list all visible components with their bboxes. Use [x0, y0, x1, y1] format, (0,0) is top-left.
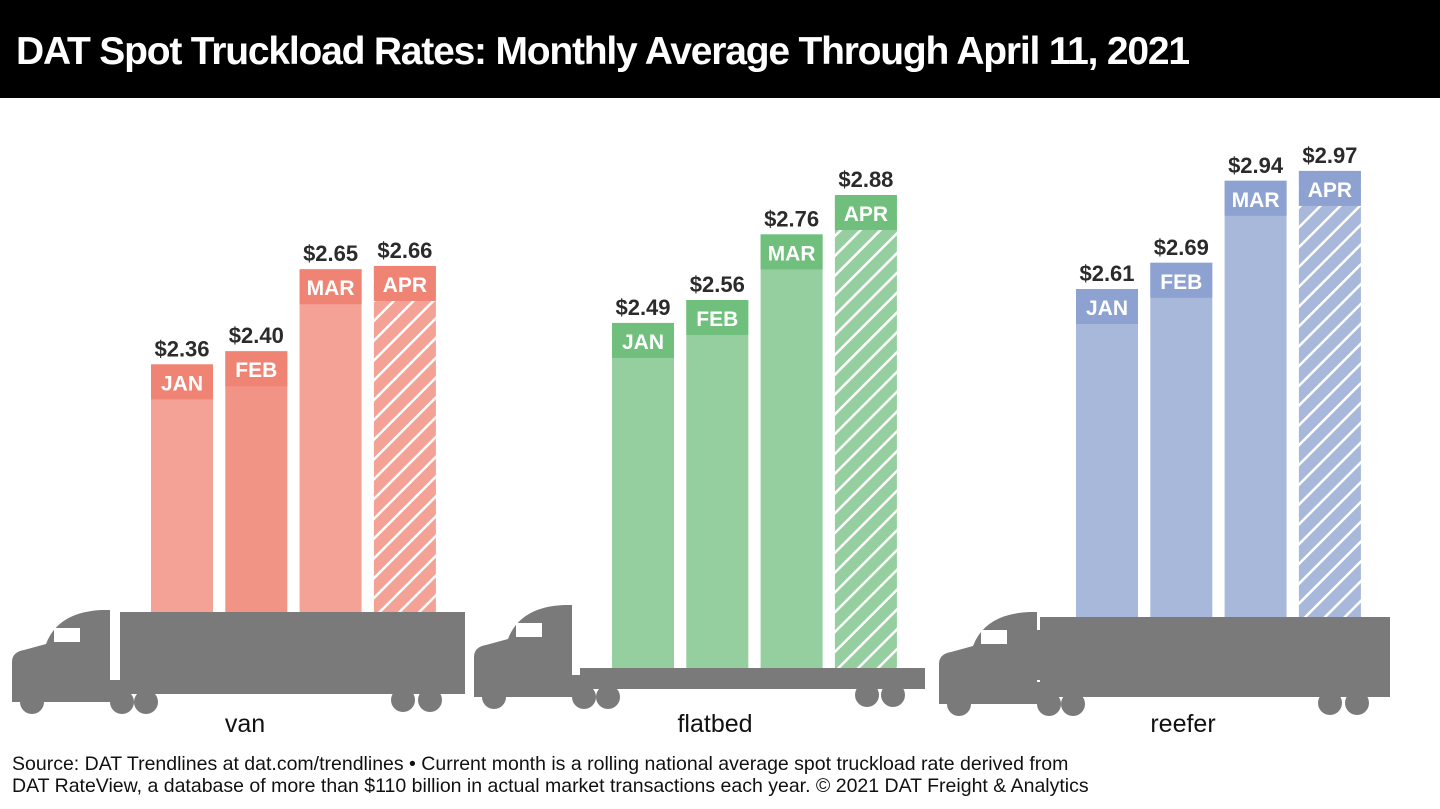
bar-flatbed-jan	[612, 322, 674, 668]
value-label: $2.69	[1154, 235, 1209, 260]
month-label: MAR	[768, 242, 816, 265]
bar-month-band-van-mar	[299, 269, 362, 305]
bar-month-band-reefer-jan	[1076, 289, 1138, 324]
month-label: FEB	[1160, 271, 1202, 294]
bar-flatbed-mar	[760, 234, 823, 668]
bar-flatbed-feb	[686, 299, 749, 668]
group-label-van: van	[225, 710, 265, 738]
bar-reefer-apr	[1298, 170, 1361, 618]
value-label: $2.76	[764, 206, 819, 231]
bars: JAN $2.36 FEB $2.40 MAR $2.65 APR $2.66 JAN $2.49…	[151, 143, 1361, 669]
truck-flatbed-deck-icon	[580, 668, 925, 707]
chart-title: DAT Spot Truckload Rates: Monthly Averag…	[16, 30, 1190, 73]
value-label: $2.97	[1302, 143, 1357, 168]
bar-reefer-jan	[1076, 289, 1138, 617]
bar-van-feb	[225, 351, 288, 612]
bar-month-band-reefer-apr	[1298, 170, 1361, 206]
month-label: APR	[844, 203, 888, 226]
bar-month-band-reefer-mar	[1224, 180, 1287, 216]
bar-van-mar	[299, 269, 362, 612]
bar-month-band-flatbed-feb	[686, 299, 749, 335]
value-label: $2.61	[1079, 261, 1134, 286]
truck-cab-flatbed-icon	[474, 605, 620, 709]
value-label: $2.36	[154, 336, 209, 361]
bar-month-band-van-apr	[373, 265, 436, 301]
bar-flatbed-apr	[834, 195, 897, 669]
bar-month-band-reefer-feb	[1150, 262, 1213, 298]
bar-van-jan	[151, 364, 213, 612]
bar-reefer-mar	[1224, 180, 1287, 617]
trucks	[12, 605, 1390, 716]
bar-van-apr	[373, 265, 436, 612]
group-label-reefer: reefer	[1150, 710, 1215, 738]
value-label: $2.94	[1228, 153, 1284, 178]
month-label: APR	[1308, 179, 1352, 202]
bar-month-band-flatbed-apr	[834, 195, 897, 231]
truck-trailer-reefer-icon	[1030, 617, 1390, 715]
month-label: APR	[383, 274, 427, 297]
bar-month-band-flatbed-mar	[760, 234, 823, 270]
value-label: $2.66	[377, 238, 432, 263]
value-label: $2.56	[690, 272, 745, 297]
month-label: FEB	[696, 308, 738, 331]
value-label: $2.49	[615, 295, 670, 320]
source-line-1: Source: DAT Trendlines at dat.com/trendl…	[12, 753, 1069, 775]
month-label: FEB	[235, 359, 277, 382]
month-label: MAR	[1232, 189, 1280, 212]
group-label-flatbed: flatbed	[677, 710, 752, 738]
month-label: JAN	[622, 331, 664, 354]
month-label: JAN	[161, 372, 203, 395]
title-bar: DAT Spot Truckload Rates: Monthly Averag…	[0, 0, 1440, 98]
source-note: Source: DAT Trendlines at dat.com/trendl…	[12, 753, 1089, 797]
truck-cab-van-icon	[12, 610, 158, 714]
truck-cab-reefer-icon	[939, 612, 1085, 716]
truck-trailer-van-icon	[120, 612, 465, 712]
bar-reefer-feb	[1150, 262, 1213, 617]
value-label: $2.88	[838, 167, 893, 192]
month-label: JAN	[1086, 297, 1128, 320]
value-label: $2.40	[229, 323, 284, 348]
bar-month-band-van-feb	[225, 351, 288, 387]
bar-month-band-van-jan	[151, 364, 213, 400]
source-line-2: DAT RateView, a database of more than $1…	[12, 775, 1089, 797]
bar-month-band-flatbed-jan	[612, 322, 674, 358]
month-label: MAR	[307, 277, 355, 300]
value-label: $2.65	[303, 241, 358, 266]
